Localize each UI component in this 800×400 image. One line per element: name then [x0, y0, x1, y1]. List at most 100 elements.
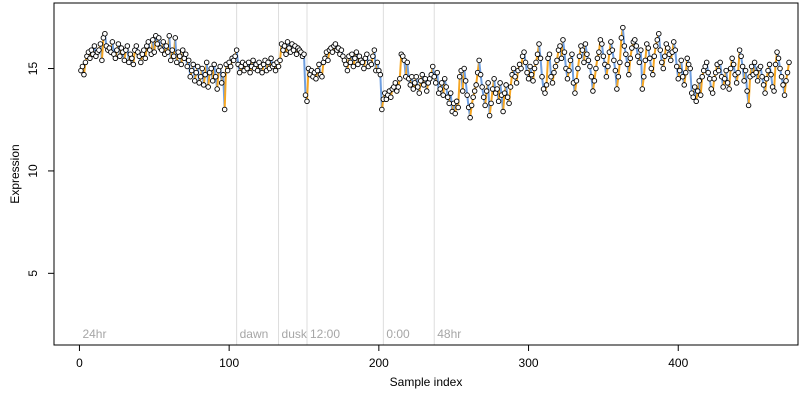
data-point — [618, 35, 625, 41]
data-point — [194, 63, 201, 70]
data-point — [185, 57, 192, 64]
data-point — [218, 80, 225, 86]
series-segment — [216, 69, 220, 91]
data-point — [117, 53, 123, 59]
data-point — [673, 63, 680, 70]
data-point — [735, 69, 741, 76]
data-point — [220, 71, 226, 78]
data-point — [156, 35, 162, 41]
data-point — [227, 63, 234, 70]
data-point — [212, 73, 219, 80]
data-point — [471, 88, 478, 94]
data-point — [703, 59, 710, 66]
data-point — [736, 47, 743, 53]
data-point — [497, 80, 503, 86]
data-point — [552, 63, 559, 70]
x-axis-label: Sample index — [390, 375, 463, 389]
data-point — [244, 65, 250, 72]
x-tick-label: 300 — [519, 356, 539, 370]
data-point — [431, 73, 437, 80]
data-point — [603, 73, 610, 80]
data-point — [214, 86, 220, 92]
data-point — [477, 71, 484, 78]
data-point — [193, 69, 199, 76]
data-point — [654, 37, 661, 43]
data-point — [191, 78, 198, 84]
data-point — [109, 39, 116, 45]
data-point — [783, 78, 789, 84]
data-point — [536, 41, 542, 47]
data-point — [169, 47, 176, 53]
data-point — [197, 73, 204, 80]
data-point — [647, 55, 653, 62]
data-point — [355, 61, 361, 68]
data-point — [512, 73, 518, 80]
data-point — [745, 102, 752, 109]
data-point — [684, 55, 690, 62]
phase-label: dusk — [282, 327, 308, 341]
data-point — [141, 47, 147, 53]
data-point — [766, 61, 773, 68]
data-point — [350, 63, 357, 70]
data-point — [174, 59, 180, 66]
data-point — [611, 57, 617, 64]
data-point — [154, 41, 161, 47]
data-point — [368, 61, 375, 68]
data-point — [753, 69, 759, 76]
data-point — [629, 45, 635, 51]
data-point — [754, 78, 761, 84]
data-point — [771, 88, 777, 94]
data-point — [600, 53, 607, 59]
data-point — [171, 53, 177, 59]
data-point — [130, 61, 137, 68]
x-tick-label: 0 — [76, 356, 83, 370]
data-point — [501, 90, 508, 96]
data-point — [665, 45, 671, 51]
data-point — [172, 35, 179, 41]
series-segment — [737, 49, 741, 74]
data-point — [329, 49, 336, 55]
data-point — [397, 76, 403, 82]
data-point — [723, 67, 729, 74]
data-point — [560, 37, 566, 43]
data-point — [464, 92, 470, 98]
data-point — [726, 86, 732, 92]
data-point — [168, 57, 174, 64]
data-point — [548, 73, 554, 80]
data-point — [657, 47, 664, 53]
data-point — [166, 33, 173, 39]
data-point — [470, 94, 476, 100]
data-point — [196, 80, 202, 86]
data-point — [199, 65, 205, 72]
data-point — [236, 69, 243, 76]
data-point — [682, 69, 689, 76]
data-point — [410, 86, 417, 92]
data-point — [513, 80, 520, 86]
data-point — [504, 94, 511, 100]
data-point — [567, 57, 574, 64]
data-point — [751, 59, 758, 66]
series-segment — [545, 57, 550, 86]
data-point — [200, 82, 207, 88]
phase-label: 12:00 — [310, 327, 340, 341]
data-point — [780, 82, 786, 88]
data-point — [145, 39, 152, 45]
data-point — [778, 73, 785, 80]
phase-label: 48hr — [437, 327, 461, 341]
data-point — [542, 90, 548, 96]
data-point — [599, 41, 605, 47]
data-point — [576, 53, 583, 59]
data-point — [573, 78, 580, 84]
data-point — [621, 43, 628, 49]
data-point — [163, 43, 170, 49]
series-segment — [618, 36, 623, 64]
data-point — [338, 47, 345, 53]
series-segment — [539, 57, 544, 78]
data-point — [581, 59, 587, 66]
data-point — [774, 49, 780, 55]
data-point — [209, 78, 216, 84]
data-point — [268, 55, 274, 62]
data-point — [491, 76, 497, 82]
data-point — [304, 98, 310, 105]
data-point — [693, 98, 699, 105]
